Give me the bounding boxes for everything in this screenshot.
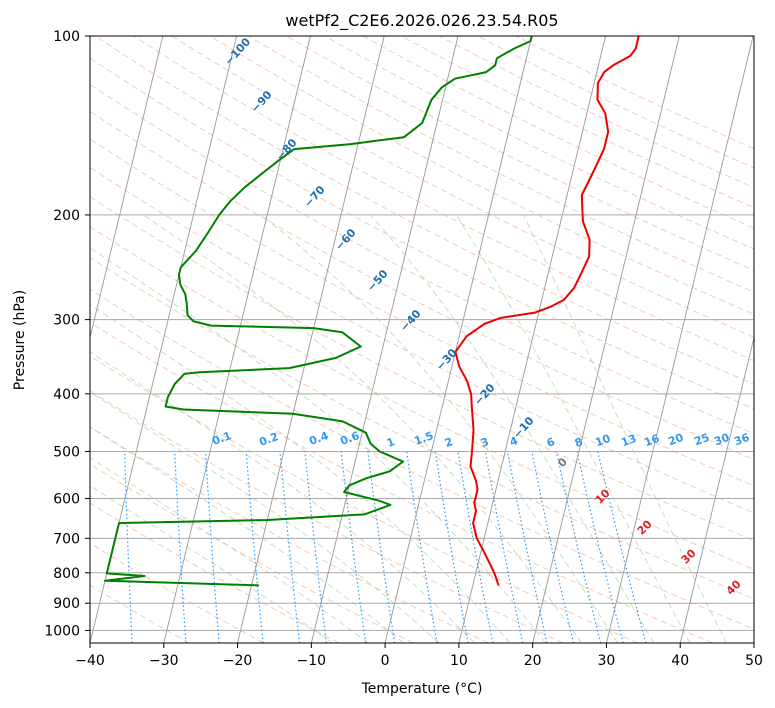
y-tick-label: 900 bbox=[53, 596, 80, 612]
mixing-ratio-label: 1 bbox=[385, 435, 397, 450]
y-tick-label: 100 bbox=[53, 29, 80, 45]
y-axis-label: Pressure (hPa) bbox=[12, 290, 28, 390]
mixing-ratio-label: 0.2 bbox=[257, 430, 280, 449]
mixing-ratio-line bbox=[555, 451, 602, 643]
isotherm bbox=[458, 36, 606, 643]
x-tick-label: 20 bbox=[524, 653, 542, 669]
isotherm bbox=[532, 36, 680, 643]
mixing-ratio-label: 0.6 bbox=[338, 429, 361, 448]
mixing-ratio-line bbox=[576, 451, 624, 643]
mixing-ratio-label: 30 bbox=[712, 431, 731, 449]
mixing-ratio-label: 6 bbox=[545, 435, 557, 450]
temperature-line bbox=[454, 36, 640, 586]
dry-adiabat bbox=[90, 355, 639, 643]
mixing-ratio-line bbox=[304, 451, 327, 643]
mixing-ratio-label: 25 bbox=[692, 431, 711, 448]
mixing-ratio-label: 10 bbox=[593, 432, 612, 450]
moist-adiabat bbox=[90, 485, 333, 643]
mixing-ratio-line bbox=[174, 451, 187, 643]
y-tick-label: 400 bbox=[53, 387, 80, 403]
x-tick-label: 40 bbox=[671, 653, 689, 669]
isotherm bbox=[237, 36, 385, 643]
mixing-ratio-line bbox=[279, 451, 301, 643]
y-tick-label: 600 bbox=[53, 492, 80, 508]
isotherm bbox=[310, 36, 459, 643]
mixing-ratio-label: 8 bbox=[573, 435, 585, 450]
dry-adiabat bbox=[209, 36, 754, 316]
moist-adiabat bbox=[523, 214, 727, 643]
dry-adiabat bbox=[247, 36, 754, 293]
x-axis: −40 −30 −20 −10 0 10 20 30 40 50 bbox=[75, 643, 763, 669]
moist-adiabat bbox=[143, 214, 582, 643]
mixing-ratio-label: 4 bbox=[508, 434, 520, 449]
y-tick-label: 700 bbox=[53, 531, 80, 547]
y-axis: 100 200 300 400 500 600 700 800 900 1000 bbox=[44, 29, 90, 639]
x-tick-label: −20 bbox=[223, 653, 253, 669]
dry-adiabat bbox=[90, 502, 339, 643]
moist-adiabat bbox=[90, 426, 404, 643]
dry-adiabat bbox=[90, 110, 754, 461]
x-tick-label: 50 bbox=[745, 653, 763, 669]
plot-frame bbox=[89, 35, 755, 644]
moist-adiabat bbox=[90, 303, 511, 643]
mixing-ratio-line bbox=[506, 451, 548, 643]
mixing-ratio-label: 0.4 bbox=[307, 429, 330, 448]
mixing-ratio-label: 2 bbox=[443, 435, 455, 450]
y-tick-label: 300 bbox=[53, 313, 80, 329]
dry-adiabat bbox=[90, 83, 754, 435]
isotherm bbox=[163, 36, 311, 643]
x-tick-label: −40 bbox=[75, 653, 105, 669]
dry-adiabat bbox=[95, 36, 754, 385]
dry-adiabat bbox=[90, 426, 489, 643]
mixing-ratio-label: 20 bbox=[666, 431, 685, 449]
x-axis-label: Temperature (°C) bbox=[361, 681, 483, 697]
dry-adiabat bbox=[90, 196, 754, 542]
y-tick-label: 500 bbox=[53, 444, 80, 460]
y-tick-label: 800 bbox=[53, 566, 80, 582]
sounding-series bbox=[104, 36, 640, 587]
x-tick-label: −10 bbox=[297, 653, 327, 669]
mixing-ratio-label: 0.1 bbox=[210, 429, 233, 448]
moist-adiabat bbox=[90, 457, 369, 643]
moist-adiabat bbox=[260, 214, 618, 643]
mixing-ratio-line bbox=[340, 451, 367, 643]
mixing-ratio-label: 13 bbox=[619, 432, 638, 449]
chart-title: wetPf2_C2E6.2026.026.23.54.R05 bbox=[285, 11, 558, 31]
mixing-ratio-line bbox=[245, 451, 264, 643]
x-tick-label: 0 bbox=[381, 653, 390, 669]
isotherm bbox=[384, 36, 533, 643]
dewpoint-line bbox=[104, 36, 533, 587]
dry-adiabat bbox=[90, 166, 754, 514]
x-tick-label: 10 bbox=[450, 653, 468, 669]
x-tick-label: −30 bbox=[149, 653, 179, 669]
mixing-ratio-line bbox=[205, 451, 220, 643]
isotherm bbox=[606, 36, 754, 643]
mixing-ratio-label: 1.5 bbox=[412, 429, 435, 448]
mixing-ratio-line bbox=[124, 451, 133, 643]
mixing-ratio-line bbox=[457, 451, 494, 643]
mixing-ratio-line bbox=[484, 451, 524, 643]
y-tick-label: 1000 bbox=[44, 623, 80, 639]
dry-adiabat bbox=[90, 584, 190, 643]
y-tick-label: 200 bbox=[53, 208, 80, 224]
mixing-ratio-label: 36 bbox=[732, 431, 751, 449]
dry-adiabat bbox=[90, 321, 713, 643]
moist-adiabat bbox=[455, 214, 691, 643]
moist-adiabat bbox=[90, 351, 475, 643]
moist-adiabat bbox=[370, 214, 655, 643]
x-tick-label: 30 bbox=[598, 653, 616, 669]
isotherm bbox=[90, 36, 164, 340]
mixing-ratio-line bbox=[531, 451, 575, 643]
dry-adiabat bbox=[90, 138, 754, 487]
mixing-ratio-label: 3 bbox=[479, 435, 491, 450]
dry-adiabat bbox=[90, 257, 754, 600]
mixing-ratio-line bbox=[597, 451, 647, 643]
mixing-ratio-label: 16 bbox=[642, 432, 661, 450]
